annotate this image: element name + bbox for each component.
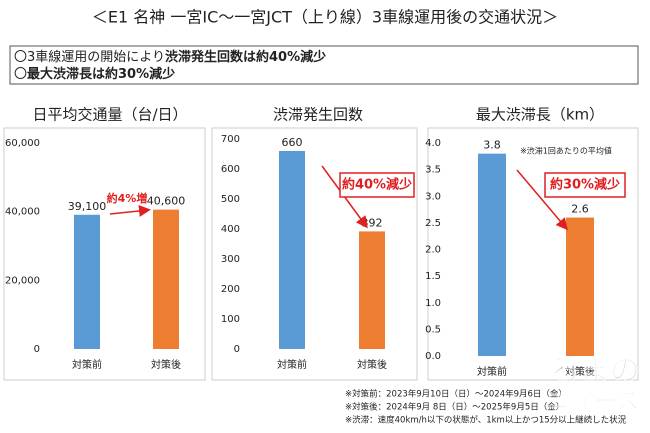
chart-title: 渋滞発生回数 [273,106,363,124]
footnote: ※対策後：2024年9月 8日（日）～2025年9月5日（金） [345,402,564,413]
x-tick-label: 対策後 [151,358,181,371]
x-tick-label: 対策前 [277,358,307,371]
chart-note: ※渋滞1回あたりの平均値 [520,146,612,156]
watermark: ニュース [545,387,640,415]
y-tick-label: 60,000 [5,138,40,149]
chart-title: 日平均交通量（台/日） [32,106,187,124]
x-tick-label: 対策前 [477,365,507,378]
annotation-arrow [516,169,568,231]
chart-panel [427,127,639,381]
y-tick-label: 2.5 [425,218,441,229]
y-tick-label: 3.0 [425,191,441,202]
summary-segment: 最大渋滞長は約30%減少 [27,66,175,82]
chart-panel [211,127,418,381]
y-tick-label: 1.5 [425,271,441,282]
footnote: ※渋滞：速度40km/h以下の状態が、1km以上かつ15分以上継続した状況 [345,415,627,426]
value-label: 40,600 [147,195,186,208]
footnote: ※対策前：2023年9月10日（日）～2024年9月6日（金） [345,389,567,400]
y-tick-label: 0.0 [425,351,441,362]
y-tick-label: 700 [221,134,240,145]
summary-segment: 〇 [14,67,27,82]
y-tick-label: 2.0 [425,245,441,256]
bar [74,214,100,349]
bar [153,209,179,349]
y-tick-label: 500 [221,194,240,205]
bar [478,153,506,356]
bar [279,151,305,349]
y-tick-label: 300 [221,254,240,265]
y-tick-label: 20,000 [5,275,40,286]
y-tick-label: 3.5 [425,165,441,176]
y-tick-label: 0 [234,344,240,355]
y-tick-label: 200 [221,284,240,295]
summary-segment: 〇3車線運用の開始により [14,49,165,65]
y-tick-label: 1.0 [425,298,441,309]
value-label: 2.6 [571,203,589,216]
watermark: るまの [550,354,640,389]
annotation-box [339,172,415,198]
y-tick-label: 40,000 [5,207,40,218]
summary-line: 〇最大渋滞長は約30%減少 [14,66,175,82]
value-label: 3.8 [483,139,501,152]
x-tick-label: 対策前 [72,358,102,371]
bar [566,217,594,356]
summary-segment: 渋滞発生回数は約40%減少 [165,49,326,65]
y-tick-label: 4.0 [425,138,441,149]
value-label: 660 [282,136,303,149]
chart-title: 最大渋滞長（km） [476,106,604,124]
y-tick-label: 0 [34,344,40,355]
annotation: 約40%減少 [342,177,412,193]
summary-line: 〇3車線運用の開始により渋滞発生回数は約40%減少 [14,49,326,65]
annotation: 約4%増 [107,191,148,205]
annotation: 約30%減少 [550,177,620,193]
value-label: 39,100 [68,200,107,213]
y-tick-label: 600 [221,164,240,175]
annotation-box [544,172,626,198]
page-title: ＜E1 名神 一宮IC～一宮JCT（上り線）3車線運用後の交通状況＞ [92,8,558,27]
summary-box [9,45,639,85]
x-tick-label: 対策後 [357,358,387,371]
y-tick-label: 100 [221,314,240,325]
y-tick-label: 0.5 [425,324,441,335]
y-tick-label: 400 [221,224,240,235]
annotation-arrow [109,204,151,217]
x-tick-label: 対策後 [565,365,595,378]
bar [359,231,385,349]
